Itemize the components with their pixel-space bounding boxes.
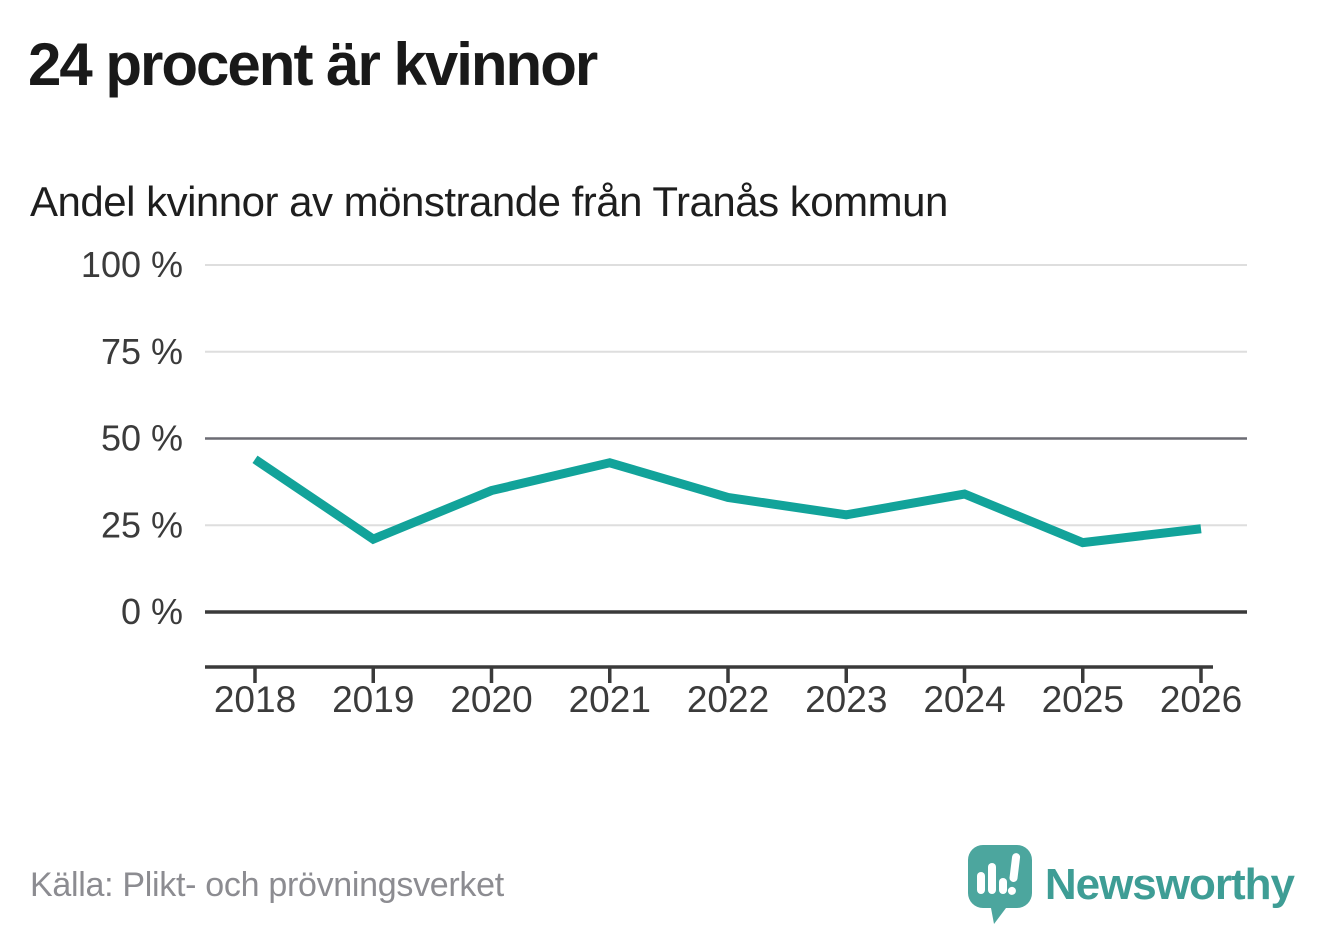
x-tick-label: 2021	[569, 679, 651, 720]
y-tick-label: 50 %	[101, 418, 183, 459]
brand-wordmark: Newsworthy	[1044, 860, 1295, 909]
footer: Källa: Plikt- och prövningsverket Newswo…	[30, 840, 1295, 930]
x-tick-label: 2018	[214, 679, 296, 720]
brand-logo: Newsworthy	[967, 844, 1295, 926]
bar-2	[987, 863, 996, 894]
bar-1	[976, 872, 985, 894]
x-tick-label: 2020	[450, 679, 532, 720]
chart-subtitle: Andel kvinnor av mönstrande från Tranås …	[30, 178, 948, 225]
source-note: Källa: Plikt- och prövningsverket	[30, 865, 504, 904]
x-tick-label: 2022	[687, 679, 769, 720]
bar-3	[998, 878, 1007, 894]
exclamation-mark	[1007, 853, 1020, 895]
newsworthy-bubble-icon	[967, 845, 1032, 924]
line-chart: 0 % 25 % 50 % 75 % 100 % 2018 2019 2020 2021 2022…	[81, 244, 1247, 720]
y-tick-label: 0 %	[121, 591, 183, 632]
x-tick-label: 2024	[923, 679, 1005, 720]
x-tick-label: 2019	[332, 679, 414, 720]
y-tick-label: 75 %	[101, 331, 183, 372]
x-tick-label: 2026	[1160, 679, 1242, 720]
y-tick-label: 100 %	[81, 244, 183, 285]
data-line-series	[252, 455, 1202, 548]
x-tick-label: 2025	[1042, 679, 1124, 720]
chart-title: 24 procent är kvinnor	[28, 31, 598, 98]
y-tick-label: 25 %	[101, 504, 183, 545]
x-tick-label: 2023	[805, 679, 887, 720]
